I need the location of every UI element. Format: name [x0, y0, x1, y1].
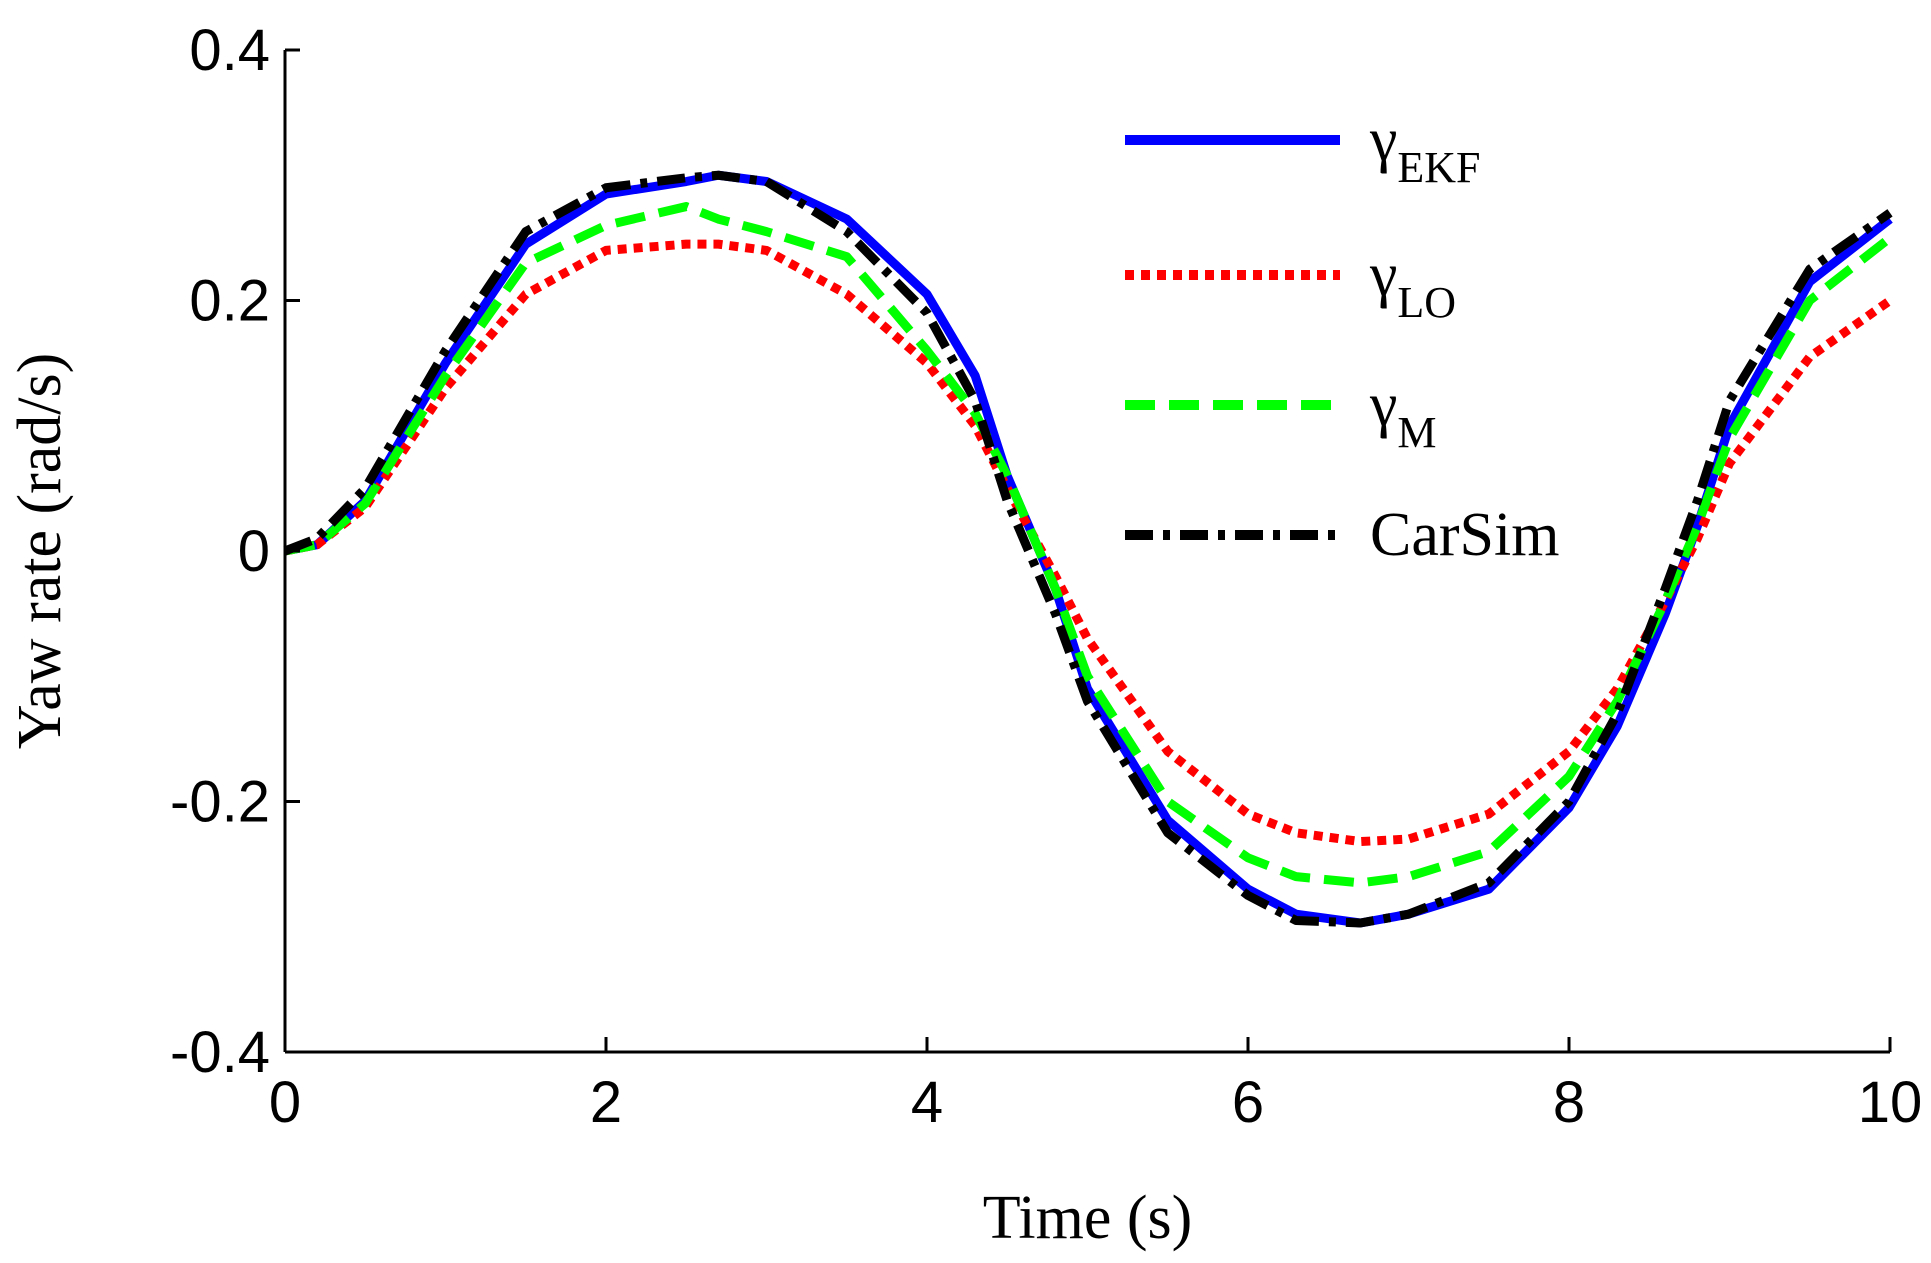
axes-layer: -0.4 -0.2 0 0.2 0.4 0 2 4 6 8 10	[170, 18, 1922, 1135]
y-tick-label: 0.2	[189, 269, 270, 334]
legend-label-lo: γLO	[1369, 241, 1456, 327]
series-line-carsim	[283, 170, 1893, 928]
legend-label-subscript: M	[1397, 408, 1436, 457]
y-tick-label: 0	[238, 519, 270, 584]
y-tick-label: -0.4	[170, 1020, 270, 1085]
plot-background	[285, 50, 1890, 1052]
legend-label-base: γ	[1369, 106, 1397, 174]
legend-label-ekf: γEKF	[1369, 106, 1481, 192]
legend-label-subscript: EKF	[1397, 143, 1480, 192]
legend-label-base: CarSim	[1370, 501, 1559, 569]
y-tick-label: -0.2	[170, 770, 270, 835]
legend-label-m: γM	[1369, 371, 1437, 457]
x-tick-label: 0	[269, 1070, 301, 1135]
legend-label-base: γ	[1369, 371, 1397, 439]
plot-area	[285, 50, 1890, 1052]
x-tick-label: 6	[1232, 1070, 1264, 1135]
x-axis-label: Time (s)	[983, 1184, 1193, 1252]
x-tick-label: 8	[1553, 1070, 1585, 1135]
x-tick-label: 10	[1858, 1070, 1923, 1135]
x-tick-label: 4	[911, 1070, 943, 1135]
x-tick-label: 2	[590, 1070, 622, 1135]
legend-label-base: γ	[1369, 241, 1397, 309]
series-layer	[283, 170, 1893, 928]
y-axis-label: Yaw rate (rad/s)	[6, 353, 74, 750]
y-tick-label: 0.4	[189, 18, 270, 83]
legend-label-carsim: CarSim	[1370, 501, 1559, 569]
series-line-m	[284, 202, 1893, 888]
series-line-lo	[284, 239, 1893, 847]
legend-label-subscript: LO	[1397, 278, 1456, 327]
